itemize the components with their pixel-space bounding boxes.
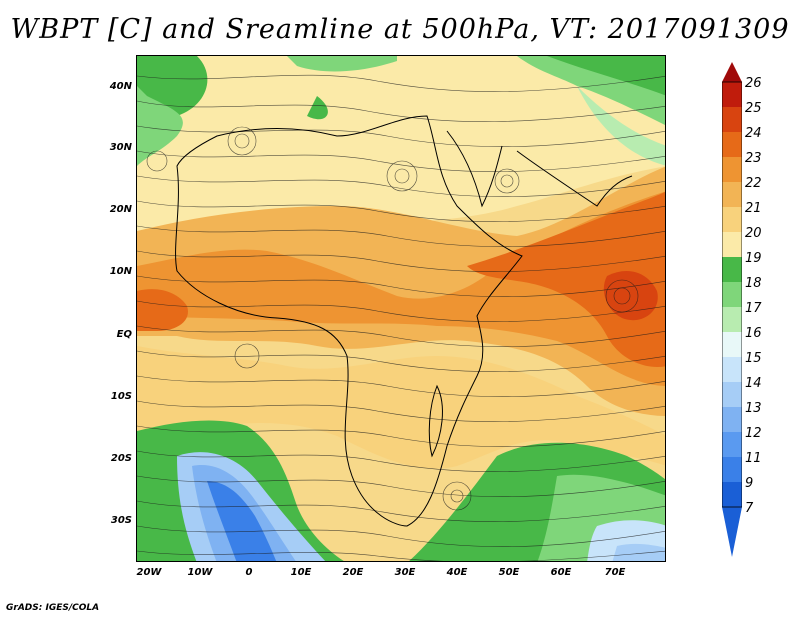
map-title: WBPT [C] and Sreamline at 500hPa, VT: 20… <box>10 14 790 45</box>
colorbar-label-9: 9 <box>745 476 754 491</box>
colorbar-label-20: 20 <box>745 226 762 241</box>
colorbar-swatch-21 <box>722 182 742 207</box>
lon-label-20w: 20W <box>136 567 162 578</box>
colorbar-swatch-23 <box>722 132 742 157</box>
colorbar-swatch-20 <box>722 207 742 232</box>
lon-label-20e: 20E <box>342 567 364 578</box>
lat-label-30n: 30N <box>109 142 132 153</box>
lon-label-50e: 50E <box>498 567 520 578</box>
colorbar-swatch-17 <box>722 282 742 307</box>
lat-label-10s: 10S <box>110 391 132 402</box>
lat-label-40n: 40N <box>109 81 132 92</box>
wbpt-field <box>137 56 665 561</box>
lat-label-30s: 30S <box>110 515 132 526</box>
colorbar-label-13: 13 <box>745 401 762 416</box>
colorbar-label-21: 21 <box>745 201 762 216</box>
lon-label-0: 0 <box>245 567 253 578</box>
lat-label-20s: 20S <box>110 453 132 464</box>
colorbar-swatch-22 <box>722 157 742 182</box>
colorbar <box>722 62 742 557</box>
colorbar-swatch-11 <box>722 432 742 457</box>
colorbar-label-7: 7 <box>745 501 754 516</box>
lon-label-10e: 10E <box>290 567 312 578</box>
lon-label-60e: 60E <box>550 567 572 578</box>
colorbar-label-24: 24 <box>745 126 762 141</box>
colorbar-swatch-15 <box>722 332 742 357</box>
colorbar-label-15: 15 <box>745 351 762 366</box>
colorbar-label-16: 16 <box>745 326 762 341</box>
colorbar-swatch-24 <box>722 107 742 132</box>
colorbar-label-25: 25 <box>745 101 762 116</box>
colorbar-swatch-16 <box>722 307 742 332</box>
colorbar-frame <box>722 81 742 508</box>
colorbar-label-19: 19 <box>745 251 762 266</box>
colorbar-label-11: 11 <box>745 451 762 466</box>
colorbar-label-22: 22 <box>745 176 762 191</box>
lat-label-20n: 20N <box>109 204 132 215</box>
lat-label-10n: 10N <box>109 266 132 277</box>
colorbar-swatch-12 <box>722 407 742 432</box>
colorbar-label-14: 14 <box>745 376 762 391</box>
grads-credit: GrADS: IGES/COLA <box>6 603 100 613</box>
lon-label-40e: 40E <box>446 567 468 578</box>
colorbar-label-26: 26 <box>745 76 762 91</box>
colorbar-swatch-9 <box>722 457 742 482</box>
colorbar-swatch-13 <box>722 382 742 407</box>
lat-label-eq: EQ <box>116 329 132 340</box>
colorbar-bottom-arrow <box>722 507 742 557</box>
colorbar-swatch-14 <box>722 357 742 382</box>
colorbar-swatch-25 <box>722 82 742 107</box>
lon-label-70e: 70E <box>604 567 626 578</box>
lon-label-10w: 10W <box>187 567 213 578</box>
colorbar-swatch-18 <box>722 257 742 282</box>
colorbar-swatch-8 <box>722 482 742 507</box>
lon-label-30e: 30E <box>394 567 416 578</box>
colorbar-top-arrow <box>722 62 742 82</box>
colorbar-label-12: 12 <box>745 426 762 441</box>
colorbar-swatch-19 <box>722 232 742 257</box>
colorbar-label-23: 23 <box>745 151 762 166</box>
map-panel <box>136 55 666 562</box>
colorbar-label-17: 17 <box>745 301 762 316</box>
colorbar-label-18: 18 <box>745 276 762 291</box>
